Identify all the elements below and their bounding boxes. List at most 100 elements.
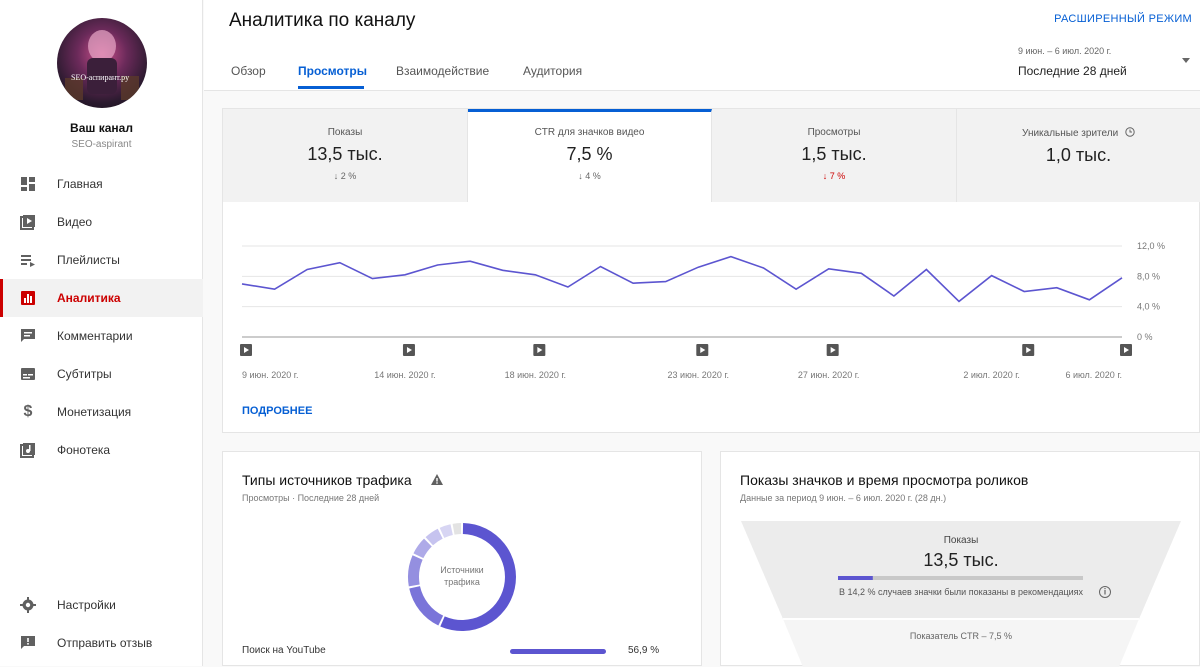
metric-change: ↓ 4 % xyxy=(578,171,601,181)
play-icon xyxy=(244,347,249,353)
play-icon xyxy=(406,347,412,353)
ctr-line-chart: 12,0 % 8,0 % 4,0 % 0 % 9 июн. 2020 г. 14 июн.… xyxy=(240,241,1165,380)
y-tick-label: 8,0 % xyxy=(1137,271,1160,281)
chevron-down-icon[interactable] xyxy=(1182,58,1190,63)
donut-center-label: трафика xyxy=(444,577,480,587)
metric-label: CTR для значков видео xyxy=(534,127,645,138)
metric-label: Уникальные зрители xyxy=(1022,128,1119,139)
channel-title: Ваш канал xyxy=(70,121,133,135)
feedback-icon xyxy=(20,635,36,651)
x-tick-label: 23 июн. 2020 г. xyxy=(668,370,729,380)
metric-value: 1,0 тыс. xyxy=(1045,145,1112,165)
avatar-watermark: SEO-аспирант.ру xyxy=(71,73,130,82)
sidebar-item-label: Отправить отзыв xyxy=(57,636,153,650)
donut-slice xyxy=(452,523,462,535)
sidebar-item-label: Настройки xyxy=(57,598,116,612)
sidebar-item-analytics[interactable]: Аналитика xyxy=(0,279,203,317)
play-icon xyxy=(830,347,836,353)
impressions-funnel-card: Показы значков и время просмотра роликов… xyxy=(720,451,1200,667)
more-details-link[interactable]: ПОДРОБНЕЕ xyxy=(242,405,313,417)
donut-slice xyxy=(425,528,443,546)
header: Аналитика по каналу РАСШИРЕННЫЙ РЕЖИМ Об… xyxy=(204,0,1200,91)
advanced-mode-link[interactable]: РАСШИРЕННЫЙ РЕЖИМ xyxy=(1054,13,1192,25)
funnel-recommend-text: В 14,2 % случаев значки были показаны в … xyxy=(838,587,1084,597)
y-tick-label: 0 % xyxy=(1137,332,1153,342)
y-tick-label: 4,0 % xyxy=(1137,302,1160,312)
metric-change: ↓ 7 % xyxy=(822,171,846,181)
sidebar-item-monetization[interactable]: $ Монетизация xyxy=(0,393,203,431)
sidebar-item-label: Комментарии xyxy=(57,329,133,343)
x-tick-label: 14 июн. 2020 г. xyxy=(374,370,435,380)
comments-icon xyxy=(20,328,36,344)
sidebar-item-playlists[interactable]: Плейлисты xyxy=(0,241,203,279)
sidebar-item-feedback[interactable]: Отправить отзыв xyxy=(0,624,203,662)
card-title: Показы значков и время просмотра роликов xyxy=(740,472,1029,488)
sidebar-item-video[interactable]: Видео xyxy=(0,203,203,241)
y-tick-label: 12,0 % xyxy=(1137,241,1165,251)
views-overview-card: Показы 13,5 тыс. ↓ 2 % CTR для значков в… xyxy=(222,108,1200,433)
card-subtitle: Данные за период 9 июн. – 6 июл. 2020 г.… xyxy=(740,493,947,503)
metric-ctr[interactable]: CTR для значков видео 7,5 % ↓ 4 % xyxy=(468,109,712,202)
play-icon xyxy=(537,347,543,353)
sidebar-item-settings[interactable]: Настройки xyxy=(0,586,203,624)
play-icon xyxy=(1026,347,1032,353)
metric-unique-viewers[interactable]: Уникальные зрители 1,0 тыс. xyxy=(957,109,1200,202)
analytics-icon xyxy=(20,290,36,306)
card-subtitle: Просмотры · Последние 28 дней xyxy=(242,493,380,503)
ctr-series-line xyxy=(241,255,1123,303)
sidebar-item-comments[interactable]: Комментарии xyxy=(0,317,203,355)
tab-views[interactable]: Просмотры xyxy=(298,64,368,78)
sidebar-item-dashboard[interactable]: Главная xyxy=(0,165,203,203)
tab-engagement[interactable]: Взаимодействие xyxy=(396,64,490,78)
funnel-ctr-text: Показатель CTR – 7,5 % xyxy=(909,631,1013,641)
funnel-impressions-bar xyxy=(838,576,1083,580)
funnel-impressions-value: 13,5 тыс. xyxy=(923,550,999,570)
sidebar-item-audio-library[interactable]: Фонотека xyxy=(0,431,203,469)
play-icon xyxy=(1124,347,1129,353)
sidebar: SEO-аспирант.ру Ваш канал SEO-aspirant Г… xyxy=(0,0,203,666)
sidebar-item-label: Монетизация xyxy=(57,405,132,419)
x-tick-label: 18 июн. 2020 г. xyxy=(505,370,566,380)
donut-slice xyxy=(439,524,453,538)
metric-label: Просмотры xyxy=(807,127,861,138)
sidebar-item-label: Субтитры xyxy=(57,367,112,381)
tab-overview[interactable]: Обзор xyxy=(231,64,266,78)
funnel-impressions-label: Показы xyxy=(943,535,979,546)
traffic-source-value: 56,9 % xyxy=(628,645,660,656)
donut-center-label: Источники xyxy=(440,565,483,575)
warning-icon[interactable] xyxy=(431,474,443,485)
audio-library-icon xyxy=(20,442,36,458)
tab-audience[interactable]: Аудитория xyxy=(523,64,583,78)
traffic-sources-card: Типы источников трафика Просмотры · Посл… xyxy=(222,451,702,666)
metric-value: 13,5 тыс. xyxy=(307,144,383,164)
donut-slice xyxy=(440,523,516,631)
donut-slice xyxy=(409,586,444,626)
metric-views[interactable]: Просмотры 1,5 тыс. ↓ 7 % xyxy=(712,109,957,202)
page-title: Аналитика по каналу xyxy=(229,10,416,31)
clock-icon xyxy=(1125,127,1135,137)
metric-impressions[interactable]: Показы 13,5 тыс. ↓ 2 % xyxy=(223,109,468,202)
card-title: Типы источников трафика xyxy=(242,472,412,488)
date-period-select[interactable]: Последние 28 дней xyxy=(1018,64,1127,78)
playlist-icon xyxy=(20,252,36,268)
sidebar-item-label: Аналитика xyxy=(57,291,121,305)
metric-label: Показы xyxy=(327,127,363,138)
sidebar-item-subtitles[interactable]: Субтитры xyxy=(0,355,203,393)
subtitles-icon xyxy=(20,366,36,382)
gear-icon xyxy=(20,597,36,613)
date-range[interactable]: 9 июн. – 6 июл. 2020 г. xyxy=(1018,46,1112,56)
sidebar-item-label: Плейлисты xyxy=(57,253,120,267)
traffic-source-label: Поиск на YouTube xyxy=(242,645,326,656)
traffic-source-bar xyxy=(510,649,606,654)
x-tick-label: 6 июл. 2020 г. xyxy=(1065,370,1122,380)
play-icon xyxy=(700,347,706,353)
sidebar-item-label: Фонотека xyxy=(57,443,111,457)
video-icon xyxy=(20,214,36,230)
channel-avatar[interactable]: SEO-аспирант.ру xyxy=(57,18,147,108)
sidebar-item-label: Главная xyxy=(57,177,103,191)
funnel-graphic xyxy=(741,521,1181,667)
x-tick-label: 9 июн. 2020 г. xyxy=(242,370,298,380)
sidebar-item-label: Видео xyxy=(57,215,93,229)
info-icon xyxy=(1099,586,1111,598)
funnel-recommendation-fill xyxy=(838,576,873,580)
